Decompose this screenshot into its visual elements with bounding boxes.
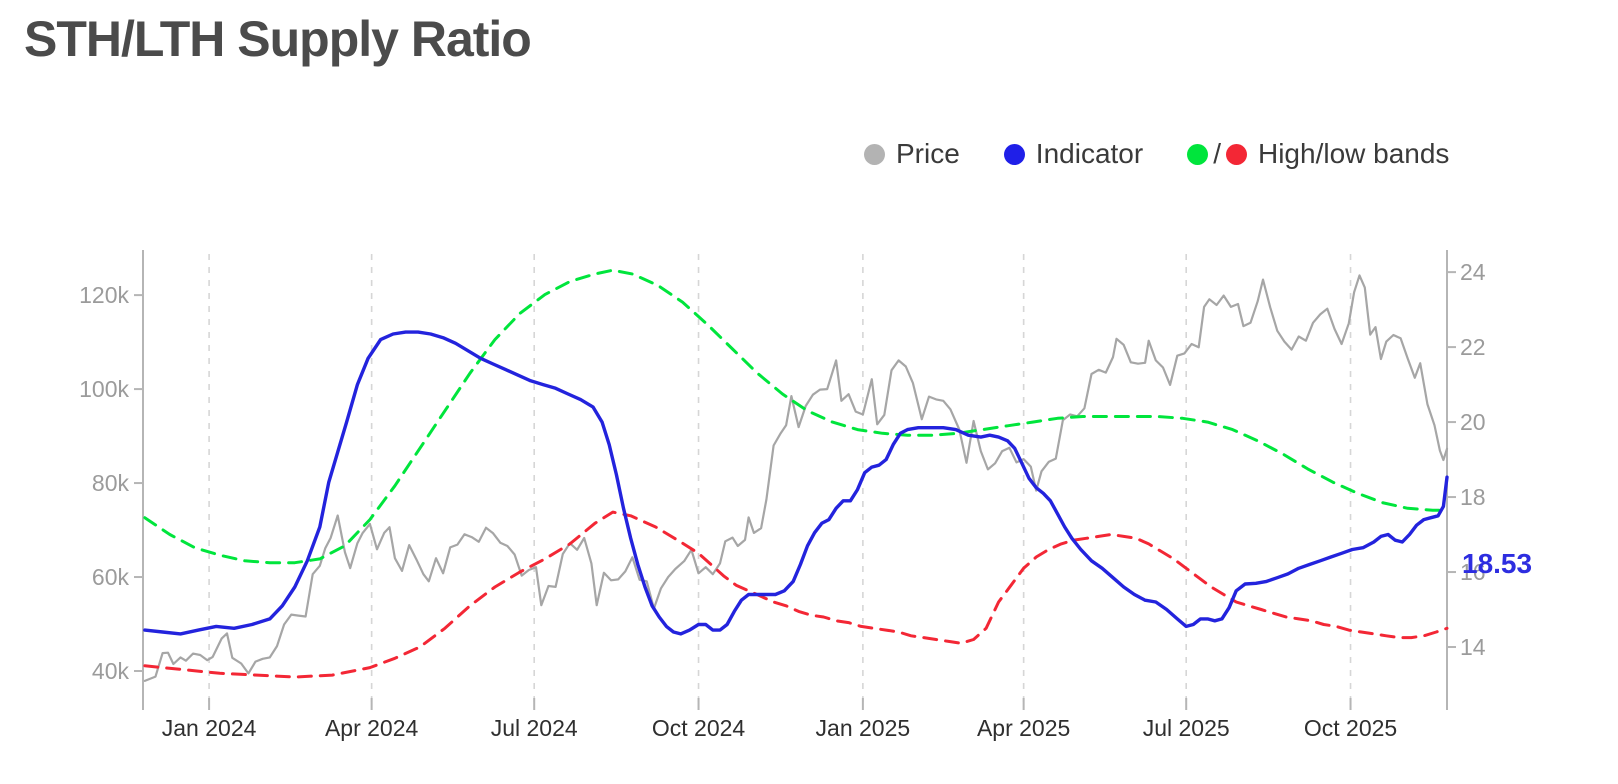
price-dot-icon [864, 143, 885, 165]
left-tick-label: 100k [79, 376, 129, 402]
x-tick-label: Jan 2025 [816, 715, 911, 741]
x-tick-label: Apr 2024 [325, 715, 419, 741]
page-title: STH/LTH Supply Ratio [24, 11, 532, 67]
x-tick-label: Oct 2025 [1304, 715, 1397, 741]
left-tick-label: 120k [79, 282, 129, 308]
right-tick-label: 16 [1460, 559, 1486, 585]
legend-label-price: Price [896, 138, 960, 169]
left-tick-label: 40k [92, 658, 130, 684]
legend-item-price[interactable]: Price [864, 138, 960, 170]
left-tick-label: 60k [92, 564, 130, 590]
high-band-dot-icon [1187, 143, 1209, 165]
series-indicator-line [143, 330, 1449, 636]
indicator-dot-icon [1003, 143, 1025, 165]
right-tick-label: 18 [1460, 484, 1486, 510]
legend-label-indicator: Indicator [1035, 138, 1144, 169]
right-tick-label: 20 [1460, 409, 1486, 435]
series-high-band-line [143, 268, 1449, 565]
series-price-line [143, 274, 1449, 682]
legend-label-bands: High/low bands [1257, 138, 1450, 169]
x-tick-label: Jul 2024 [491, 715, 578, 741]
x-tick-label: Apr 2025 [977, 715, 1070, 741]
right-tick-label: 24 [1460, 259, 1486, 285]
right-tick-label: 14 [1460, 634, 1486, 660]
legend-item-indicator[interactable]: Indicator [1003, 138, 1144, 170]
low-band-dot-icon [1225, 143, 1247, 165]
current-value-badge: 18.53 [1462, 548, 1533, 579]
legend-slash: / [1213, 138, 1221, 169]
series-low-band-line [143, 510, 1449, 679]
legend: Price Indicator / High/low bands [864, 138, 1449, 170]
x-tick-label: Oct 2024 [652, 715, 746, 741]
left-tick-label: 80k [92, 470, 130, 496]
right-tick-label: 22 [1460, 334, 1486, 360]
x-tick-label: Jul 2025 [1143, 715, 1230, 741]
legend-item-bands[interactable]: / High/low bands [1187, 138, 1449, 170]
x-tick-label: Jan 2024 [162, 715, 257, 741]
